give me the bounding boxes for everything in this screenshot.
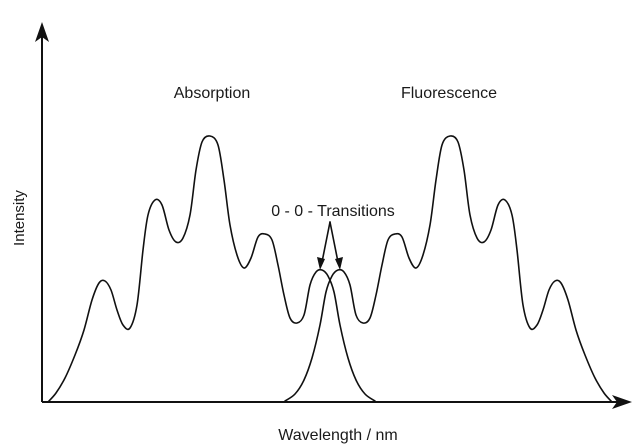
absorption-label: Absorption bbox=[174, 85, 251, 102]
fluorescence-label: Fluorescence bbox=[401, 85, 497, 102]
transition-arrow-right-head bbox=[335, 257, 343, 270]
x-axis-label: Wavelength / nm bbox=[278, 427, 397, 444]
y-axis-arrowhead bbox=[35, 22, 49, 42]
x-axis-arrowhead bbox=[612, 395, 632, 409]
y-axis-label: Intensity bbox=[11, 190, 28, 246]
transition-arrow-right-shaft bbox=[329, 221, 339, 263]
transition-arrow-left-shaft bbox=[321, 221, 331, 263]
transition-arrow-left-head bbox=[317, 257, 325, 270]
absorption-curve bbox=[47, 135, 376, 403]
transition-label: 0 - 0 - Transitions bbox=[271, 203, 395, 220]
fluorescence-curve bbox=[284, 135, 613, 403]
